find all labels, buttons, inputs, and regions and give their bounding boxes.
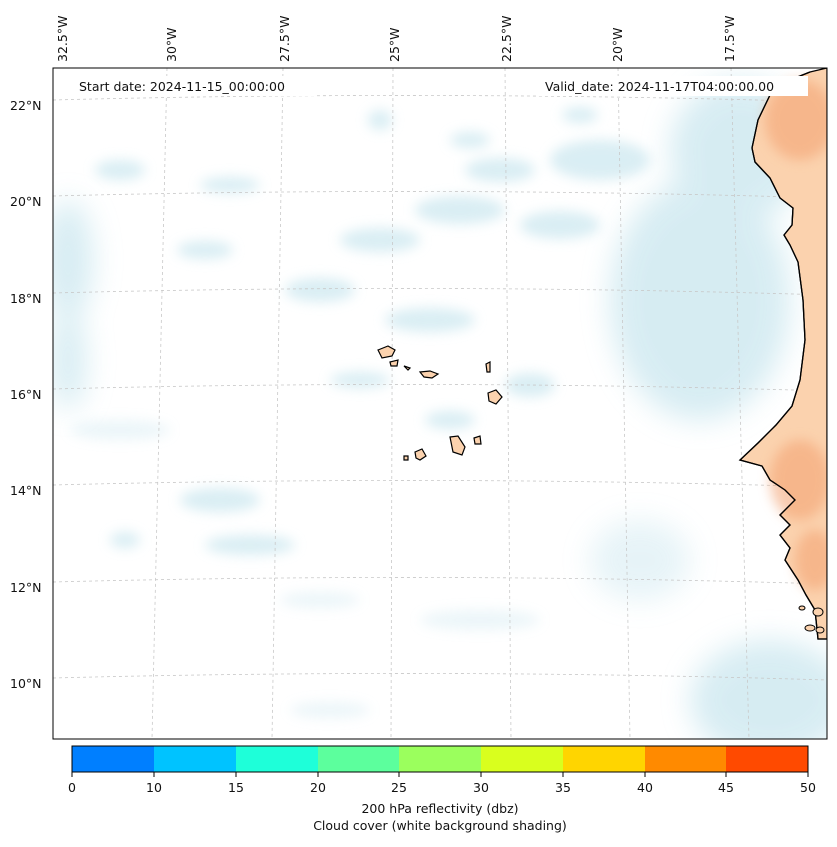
land-cape-verde xyxy=(377,345,503,461)
colorbar-frame xyxy=(71,745,809,773)
colorbar-tick-label: 30 xyxy=(473,780,489,795)
colorbar-segment xyxy=(72,746,154,772)
lat-label: 12°N xyxy=(10,580,42,595)
lon-label: 30°W xyxy=(164,27,179,62)
colorbar-tick-label: 15 xyxy=(228,780,244,795)
start-date-box xyxy=(72,76,316,96)
lat-label: 10°N xyxy=(10,676,42,691)
colorbar-segment xyxy=(236,746,318,772)
colorbar-tick-label: 45 xyxy=(718,780,734,795)
lat-label: 16°N xyxy=(10,387,42,402)
lon-label: 32.5°W xyxy=(55,16,70,62)
lat-label: 20°N xyxy=(10,194,42,209)
lon-label: 20°W xyxy=(610,27,625,62)
colorbar-tick-label: 0 xyxy=(68,780,76,795)
lon-label: 22.5°W xyxy=(499,16,514,62)
longitude-labels: 32.5°W 30°W 27.5°W 25°W 22.5°W 20°W 17.5… xyxy=(55,16,737,62)
lon-label: 17.5°W xyxy=(722,16,737,62)
colorbar-tick-label: 40 xyxy=(637,780,653,795)
colorbar-segment xyxy=(481,746,563,772)
coastline-africa xyxy=(738,71,827,640)
colorbar-segment xyxy=(563,746,645,772)
land-islands-bissagos xyxy=(798,605,825,634)
lat-label: 22°N xyxy=(10,98,42,113)
colorbar-sublabel: Cloud cover (white background shading) xyxy=(313,818,567,833)
colorbar-tick-label: 50 xyxy=(800,780,816,795)
colorbar-segment xyxy=(726,746,808,772)
land-reflectivity-tint xyxy=(765,80,827,590)
valid-date-text: Valid_date: 2024-11-17T04:00:00.00 xyxy=(545,79,774,94)
colorbar-segment xyxy=(399,746,481,772)
colorbar-segment xyxy=(645,746,726,772)
colorbar-tick-label: 25 xyxy=(391,780,407,795)
colorbar-segment xyxy=(318,746,399,772)
valid-date-box xyxy=(538,76,808,96)
latitude-labels: 22°N 20°N 18°N 16°N 14°N 12°N 10°N xyxy=(10,98,42,691)
map-frame xyxy=(52,67,828,740)
map-gridlines xyxy=(53,68,827,739)
start-date-text: Start date: 2024-11-15_00:00:00 xyxy=(79,79,285,94)
colorbar-tick-label: 10 xyxy=(146,780,162,795)
colorbar-label: 200 hPa reflectivity (dbz) xyxy=(361,801,518,816)
colorbar-tick-label: 35 xyxy=(555,780,571,795)
lat-label: 18°N xyxy=(10,291,42,306)
lon-label: 27.5°W xyxy=(277,16,292,62)
colorbar-tick-label: 20 xyxy=(310,780,326,795)
lon-label: 25°W xyxy=(387,27,402,62)
colorbar: 0 10 15 20 25 30 35 40 45 50 200 hPa ref… xyxy=(68,745,816,833)
colorbar-segment xyxy=(154,746,236,772)
lat-label: 14°N xyxy=(10,483,42,498)
